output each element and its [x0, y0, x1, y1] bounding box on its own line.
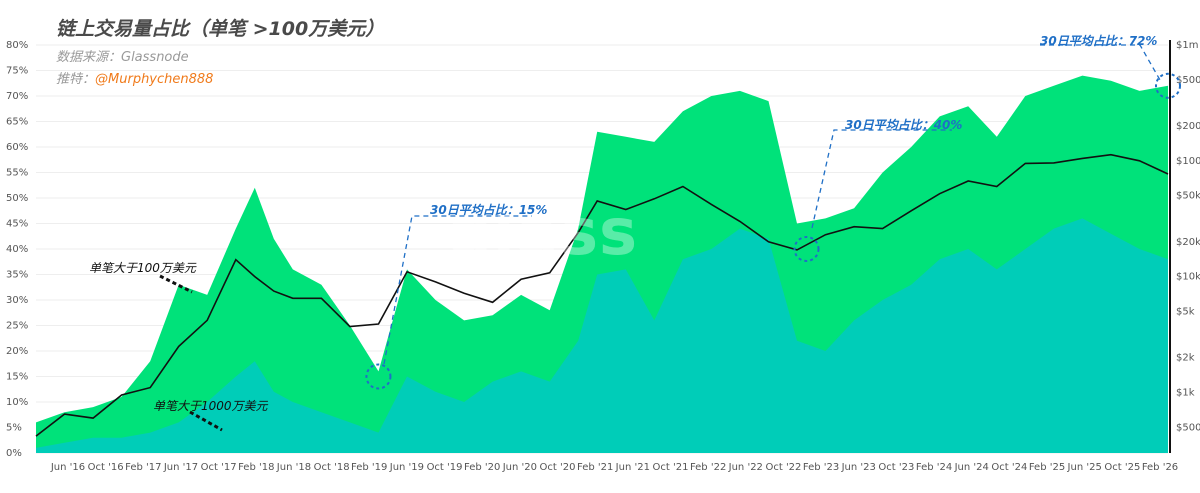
y-right-tick-label: $200k — [1176, 121, 1200, 132]
y-left-tick-label: 20% — [6, 346, 28, 357]
y-right-tick-label: $50k — [1176, 191, 1200, 202]
x-tick-label: Feb '24 — [916, 462, 952, 473]
twitter-handle-row: 推特：@Murphychen888 — [56, 68, 213, 87]
y-left-tick-label: 30% — [6, 295, 28, 306]
x-tick-label: Oct '22 — [765, 462, 801, 473]
x-tick-label: Jun '20 — [502, 462, 537, 473]
x-tick-label: Jun '25 — [1067, 462, 1102, 473]
y-left-tick-label: 80% — [6, 40, 28, 51]
x-tick-label: Oct '17 — [201, 462, 237, 473]
watermark: glass — [446, 196, 639, 270]
y-right-tick-label: $500 — [1176, 422, 1200, 433]
x-tick-label: Oct '24 — [991, 462, 1027, 473]
y-left-tick-label: 35% — [6, 270, 28, 281]
x-tick-label: Jun '22 — [728, 462, 763, 473]
handle-prefix: 推特： — [56, 72, 96, 87]
x-tick-label: Oct '25 — [1104, 462, 1140, 473]
x-tick-label: Feb '26 — [1142, 462, 1178, 473]
x-tick-label: Jun '21 — [615, 462, 650, 473]
y-right-tick-label: $500k — [1176, 75, 1200, 86]
x-tick-label: Jun '18 — [276, 462, 311, 473]
y-right-tick-label: $5k — [1176, 306, 1195, 317]
y-right-tick-label: $1m — [1176, 40, 1198, 51]
y-left-tick-label: 60% — [6, 142, 28, 153]
y-left-tick-label: 50% — [6, 193, 28, 204]
annotation-leader — [1040, 44, 1161, 81]
x-tick-label: Jun '17 — [163, 462, 198, 473]
x-tick-label: Feb '22 — [690, 462, 726, 473]
y-left-tick-label: 55% — [6, 168, 28, 179]
x-tick-label: Feb '18 — [238, 462, 274, 473]
x-tick-label: Feb '21 — [577, 462, 613, 473]
x-tick-label: Jun '23 — [841, 462, 876, 473]
annotation-leader — [811, 129, 952, 229]
x-tick-label: Oct '16 — [88, 462, 124, 473]
chart-title: 链上交易量占比（单笔 >100万美元） — [56, 18, 385, 40]
annotation-marker — [365, 363, 392, 390]
annotation-marker — [793, 236, 820, 262]
y-left-tick-label: 10% — [6, 397, 28, 408]
y-left-tick-label: 15% — [6, 372, 28, 383]
x-tick-label: Oct '21 — [653, 462, 689, 473]
area-above-10m — [36, 218, 1168, 453]
y-left-tick-label: 75% — [6, 66, 28, 77]
twitter-handle[interactable]: @Murphychen888 — [95, 72, 214, 87]
y-right-tick-label: $2k — [1176, 353, 1195, 364]
y-left-tick-label: 0% — [6, 448, 22, 459]
y-right-tick-label: $10k — [1176, 272, 1200, 283]
x-tick-label: Jun '16 — [50, 462, 85, 473]
series-pointer-arrow — [189, 410, 223, 432]
x-tick-label: Oct '18 — [314, 462, 350, 473]
x-tick-label: Feb '17 — [125, 462, 161, 473]
y-left-tick-label: 70% — [6, 91, 28, 102]
annotation-marker — [1155, 72, 1181, 99]
y-left-tick-label: 65% — [6, 117, 28, 128]
series-label-1m: 单笔大于100万美元 — [89, 261, 196, 275]
btc-price-line — [35, 153, 1169, 437]
y-right-tick-label: $100k — [1176, 156, 1200, 167]
annotation-15: 30日平均占比：15% — [430, 203, 548, 217]
x-tick-label: Oct '20 — [540, 462, 576, 473]
x-tick-label: Jun '19 — [389, 462, 424, 473]
x-tick-label: Jun '24 — [954, 462, 989, 473]
y-left-tick-label: 45% — [6, 219, 28, 230]
y-left-tick-label: 25% — [6, 321, 28, 332]
x-tick-label: Oct '19 — [427, 462, 463, 473]
x-tick-label: Oct '23 — [878, 462, 914, 473]
annotation-40: 30日平均占比：40% — [845, 118, 963, 132]
annotation-72: 30日平均占比：72% — [1040, 34, 1158, 48]
y-right-tick-label: $20k — [1176, 237, 1200, 248]
series-pointer-arrow — [159, 274, 193, 294]
series-label-10m: 单笔大于1000万美元 — [153, 399, 268, 413]
data-source: 数据来源：Glassnode — [56, 50, 189, 65]
x-tick-label: Feb '23 — [803, 462, 839, 473]
y-right-tick-label: $1k — [1176, 387, 1195, 398]
x-tick-label: Feb '25 — [1029, 462, 1065, 473]
y-left-tick-label: 40% — [6, 244, 28, 255]
x-tick-label: Feb '20 — [464, 462, 500, 473]
x-tick-label: Feb '19 — [351, 462, 387, 473]
y-left-tick-label: 5% — [6, 423, 22, 434]
